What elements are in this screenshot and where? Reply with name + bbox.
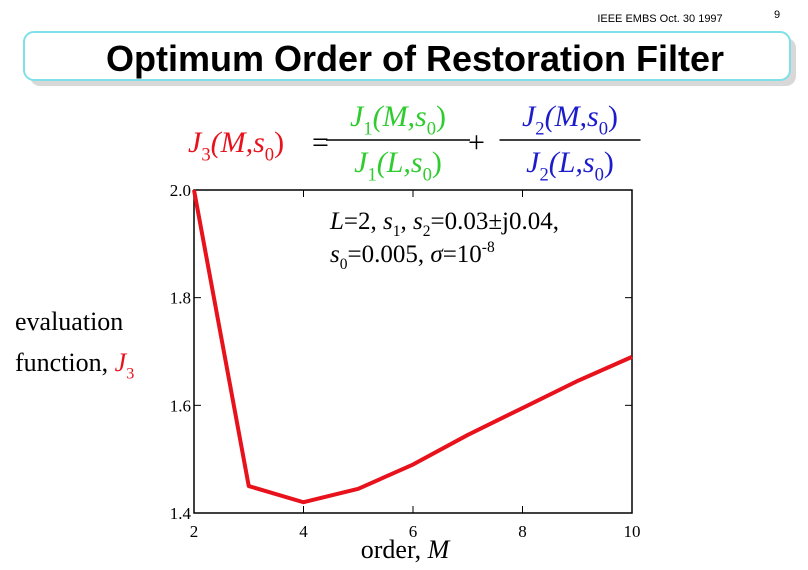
text-segment: (L,s	[549, 146, 595, 179]
text-segment: (M,s	[211, 126, 265, 159]
text-segment: 1	[363, 118, 372, 139]
text-segment: function,	[15, 348, 115, 377]
text-segment: )	[608, 100, 618, 133]
text-segment: 0	[423, 164, 432, 185]
text-segment: =10	[443, 241, 482, 268]
annotation-line: s0=0.005, σ=10-8	[330, 239, 495, 273]
y-axis-label: function, J3	[15, 348, 134, 382]
text-segment: s	[413, 208, 423, 235]
text-segment: 3	[126, 365, 134, 382]
text-segment: (M,s	[545, 100, 599, 133]
text-segment: 0	[599, 118, 608, 139]
text-segment: =2,	[344, 208, 383, 235]
fraction-numerator: J1(M,s0)	[350, 100, 446, 139]
text-segment: J	[526, 146, 541, 179]
page-number: 9	[774, 9, 780, 21]
text-segment: (L,s	[377, 146, 423, 179]
text-segment: 0	[265, 144, 274, 165]
y-axis-label: evaluation	[15, 307, 123, 336]
formula-plus: +	[468, 126, 485, 159]
title: Optimum Order of Restoration Filter	[106, 38, 724, 79]
text-segment: 0	[427, 118, 436, 139]
text-segment: M	[427, 535, 451, 564]
text-segment: J	[522, 100, 537, 133]
text-segment: )	[274, 126, 284, 159]
text-segment: J	[350, 100, 365, 133]
text-segment: 0	[340, 256, 348, 273]
text-segment: (M,s	[373, 100, 427, 133]
text-segment: J	[115, 348, 128, 377]
y-tick-label: 1.4	[170, 504, 192, 523]
text-segment: 1	[367, 164, 376, 185]
formula-lhs: J3(M,s0)	[188, 126, 284, 165]
fraction-numerator: J2(M,s0)	[522, 100, 618, 139]
text-segment: =0.005,	[347, 241, 430, 268]
text-segment: 2	[535, 118, 544, 139]
fraction-denominator: J2(L,s0)	[526, 146, 614, 185]
text-segment: 2	[539, 164, 548, 185]
text-segment: s	[330, 241, 340, 268]
x-tick-label: 4	[299, 522, 308, 541]
text-segment: 1	[393, 223, 401, 240]
text-segment: s	[383, 208, 393, 235]
text-segment: 2	[423, 223, 431, 240]
text-segment: 3	[201, 144, 210, 165]
text-segment: )	[604, 146, 614, 179]
y-tick-label: 1.6	[170, 396, 191, 415]
y-tick-label: 2.0	[170, 181, 191, 200]
text-segment: order,	[361, 535, 428, 564]
header-event: IEEE EMBS Oct. 30 1997	[597, 13, 722, 25]
x-tick-label: 6	[409, 522, 418, 541]
text-segment: J	[188, 126, 203, 159]
x-tick-label: 10	[624, 522, 641, 541]
x-tick-label: 2	[190, 522, 199, 541]
x-axis-label: order, M	[361, 535, 451, 564]
fraction-denominator: J1(L,s0)	[354, 146, 442, 185]
text-segment: J	[354, 146, 369, 179]
data-line	[192, 189, 633, 505]
annotation-line: L=2, s1, s2=0.03±j0.04,	[329, 208, 559, 240]
text-segment: )	[432, 146, 442, 179]
y-tick-label: 1.8	[170, 289, 191, 308]
title-box	[23, 31, 791, 81]
text-segment: L	[329, 208, 344, 235]
text-segment: )	[436, 100, 446, 133]
text-segment: σ	[430, 241, 444, 268]
x-tick-label: 8	[518, 522, 527, 541]
formula-equals: =	[312, 126, 329, 159]
text-segment: -8	[482, 239, 495, 256]
text-segment: =0.03±j0.04,	[430, 208, 559, 235]
text-segment: 0	[595, 164, 604, 185]
text-segment: ,	[401, 208, 414, 235]
